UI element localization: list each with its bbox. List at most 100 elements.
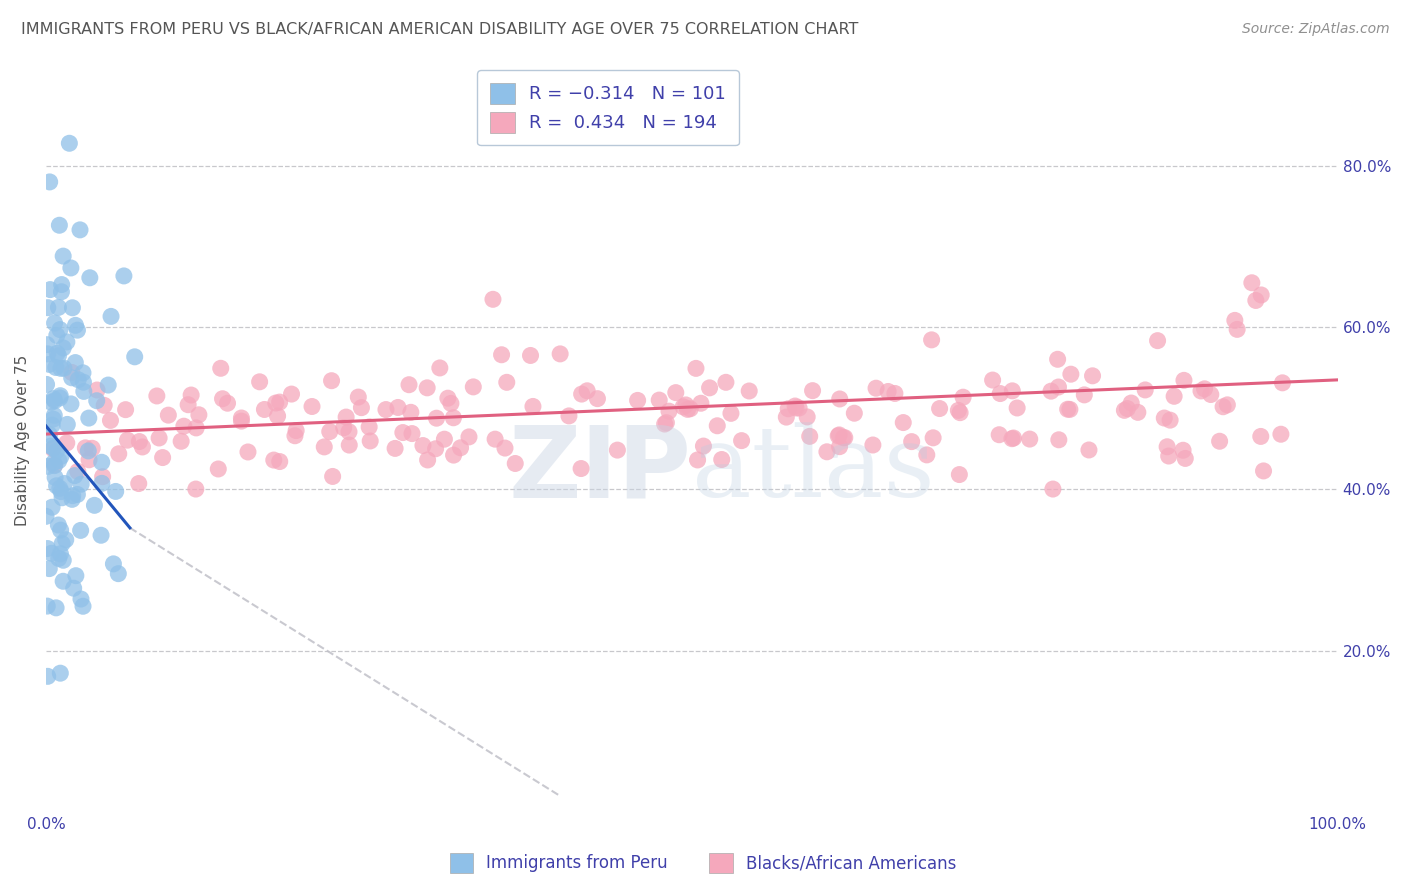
Point	[55, 436, 77, 450]
Point	[1001, 432, 1024, 446]
Point	[1047, 433, 1070, 447]
Point	[37, 669, 59, 683]
Point	[1078, 442, 1101, 457]
Point	[948, 467, 970, 482]
Point	[359, 420, 381, 434]
Point	[60, 301, 83, 315]
Point	[59, 260, 82, 275]
Point	[1135, 383, 1157, 397]
Point	[720, 406, 742, 420]
Point	[37, 347, 59, 361]
Point	[337, 425, 360, 439]
Point	[39, 283, 62, 297]
Point	[921, 333, 943, 347]
Y-axis label: Disability Age Over 75: Disability Age Over 75	[15, 355, 30, 526]
Point	[675, 398, 697, 412]
Point	[112, 268, 135, 283]
Point	[48, 518, 70, 533]
Point	[103, 557, 125, 571]
Point	[107, 447, 129, 461]
Point	[236, 445, 259, 459]
Point	[1060, 367, 1083, 381]
Point	[100, 310, 122, 324]
Point	[45, 443, 67, 458]
Point	[1047, 380, 1070, 394]
Point	[1073, 388, 1095, 402]
Point	[699, 381, 721, 395]
Point	[399, 405, 422, 419]
Point	[184, 482, 207, 496]
Point	[49, 666, 72, 681]
Point	[72, 375, 94, 389]
Point	[37, 599, 59, 613]
Point	[53, 476, 76, 491]
Point	[45, 360, 67, 375]
Point	[86, 393, 108, 408]
Point	[491, 348, 513, 362]
Point	[1056, 402, 1078, 417]
Point	[82, 442, 104, 456]
Point	[49, 322, 72, 336]
Point	[1114, 403, 1136, 417]
Point	[706, 418, 728, 433]
Point	[41, 500, 63, 515]
Point	[679, 401, 702, 416]
Point	[1270, 427, 1292, 442]
Point	[217, 396, 239, 410]
Point	[350, 401, 373, 415]
Point	[69, 524, 91, 538]
Point	[450, 441, 472, 455]
Point	[347, 390, 370, 404]
Text: ZIP: ZIP	[509, 422, 692, 519]
Point	[86, 383, 108, 397]
Point	[60, 492, 83, 507]
Point	[44, 470, 66, 484]
Point	[263, 453, 285, 467]
Point	[571, 387, 593, 401]
Point	[519, 349, 541, 363]
Point	[401, 426, 423, 441]
Point	[186, 421, 208, 435]
Point	[44, 316, 66, 330]
Point	[626, 393, 648, 408]
Point	[73, 384, 96, 399]
Point	[114, 402, 136, 417]
Point	[83, 499, 105, 513]
Point	[891, 416, 914, 430]
Point	[211, 392, 233, 406]
Point	[56, 417, 79, 432]
Point	[280, 387, 302, 401]
Point	[828, 428, 851, 442]
Point	[49, 547, 72, 561]
Point	[77, 411, 100, 425]
Point	[1212, 400, 1234, 414]
Point	[922, 431, 945, 445]
Point	[862, 438, 884, 452]
Point	[52, 553, 75, 567]
Point	[1001, 384, 1024, 398]
Point	[62, 581, 84, 595]
Text: IMMIGRANTS FROM PERU VS BLACK/AFRICAN AMERICAN DISABILITY AGE OVER 75 CORRELATIO: IMMIGRANTS FROM PERU VS BLACK/AFRICAN AM…	[21, 22, 859, 37]
Point	[37, 541, 59, 556]
Point	[569, 461, 592, 475]
Point	[865, 381, 887, 395]
Point	[775, 410, 797, 425]
Point	[1153, 411, 1175, 425]
Point	[49, 389, 72, 403]
Point	[606, 443, 628, 458]
Point	[70, 477, 93, 491]
Point	[42, 442, 65, 456]
Point	[66, 323, 89, 337]
Point	[39, 439, 62, 453]
Point	[548, 347, 571, 361]
Point	[387, 401, 409, 415]
Point	[877, 384, 900, 399]
Point	[412, 438, 434, 452]
Point	[285, 424, 308, 438]
Point	[1146, 334, 1168, 348]
Point	[1171, 443, 1194, 458]
Point	[38, 561, 60, 575]
Point	[827, 429, 849, 443]
Legend: Immigrants from Peru, Blacks/African Americans: Immigrants from Peru, Blacks/African Ame…	[443, 847, 963, 880]
Point	[44, 458, 66, 472]
